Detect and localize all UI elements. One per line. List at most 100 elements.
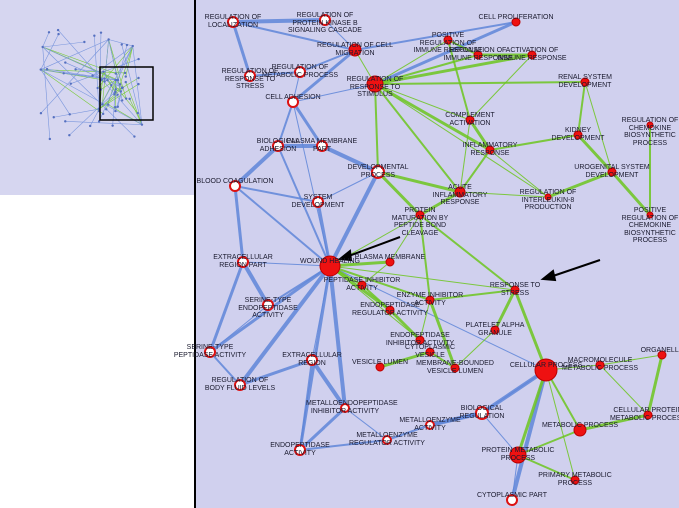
edge: [429, 289, 516, 301]
arrows: [337, 236, 601, 282]
edge: [277, 101, 294, 147]
edge: [429, 351, 456, 369]
blank-area: [0, 195, 195, 508]
edge: [454, 329, 496, 369]
edge: [241, 260, 270, 307]
mini-node: [64, 61, 67, 64]
edge: [292, 48, 356, 104]
mini-node: [113, 93, 116, 96]
mini-edge: [114, 44, 128, 92]
mini-node: [64, 120, 67, 123]
edge: [374, 53, 533, 86]
mini-node: [48, 137, 52, 141]
edge: [321, 144, 379, 174]
node-label: BIOLOGICAL REGULATION: [459, 405, 505, 420]
mini-node: [124, 80, 127, 84]
node-label: CYTOPLASMIC VESICLE: [404, 344, 456, 359]
node: [506, 494, 518, 506]
node: [465, 115, 475, 125]
edge: [376, 170, 422, 217]
edge: [386, 424, 431, 441]
edge: [292, 83, 376, 103]
mini-node: [116, 105, 119, 108]
edge: [388, 308, 422, 342]
mini-edge: [70, 71, 104, 84]
mini-edge: [121, 44, 143, 125]
mini-node: [96, 86, 99, 90]
mini-node: [83, 40, 86, 44]
node: [415, 335, 425, 345]
mini-node: [111, 124, 114, 127]
mini-node: [39, 111, 43, 115]
node-label: MEMBRANE-BOUNDED VESICLE LUMEN: [416, 360, 494, 375]
mini-edge: [132, 45, 143, 125]
mini-edge: [98, 45, 134, 122]
node: [657, 350, 667, 360]
node-label: REGULATION OF METABOLIC PROCESS: [261, 64, 339, 79]
mini-node: [128, 97, 131, 101]
mini-node: [124, 97, 128, 100]
edge: [328, 171, 380, 267]
node: [450, 363, 460, 373]
edge: [374, 39, 449, 85]
node: [595, 360, 605, 370]
node: [244, 70, 256, 82]
node-label: REGULATION OF RESPONSE TO STRESS: [221, 68, 279, 90]
edge: [429, 411, 483, 427]
mini-edge: [117, 87, 123, 107]
edge: [579, 413, 649, 432]
node-label: RENAL SYSTEM DEVELOPMENT: [558, 74, 612, 89]
edge: [419, 190, 461, 217]
arrow-head: [540, 269, 557, 282]
edge: [489, 134, 579, 151]
mini-node: [101, 103, 104, 106]
node: [443, 35, 453, 45]
mini-node: [107, 38, 110, 41]
node-label: REGULATION OF LOCALIZATION: [204, 14, 262, 29]
mini-node: [123, 71, 127, 75]
node: [509, 446, 527, 464]
mini-node: [101, 112, 105, 116]
node: [510, 285, 520, 295]
mini-edge: [40, 69, 70, 115]
edge: [459, 119, 471, 193]
edge: [576, 133, 614, 174]
mini-node: [74, 68, 77, 71]
node-label: ACTIVATION OF IMMUNE RESPONSE: [497, 47, 567, 62]
edge: [374, 82, 491, 152]
mini-edge: [40, 69, 105, 79]
node: [306, 354, 318, 366]
node-label: METABOLIC PROCESS: [541, 422, 619, 429]
mini-node: [133, 135, 136, 138]
node: [312, 196, 324, 208]
mini-node: [124, 75, 127, 78]
edge: [547, 170, 613, 199]
mini-edge: [42, 46, 116, 81]
node-label: CYTOPLASMIC PART: [476, 492, 548, 499]
mini-node: [114, 72, 117, 75]
edge: [374, 20, 517, 86]
node: [534, 358, 558, 382]
node-label: PEPTIDASE INHIBITOR ACTIVITY: [323, 277, 401, 292]
node: [319, 255, 341, 277]
mini-node: [140, 123, 144, 126]
edge: [324, 19, 356, 51]
node: [348, 43, 362, 57]
node-label: WOUND HEALING: [300, 258, 360, 265]
mini-node: [39, 68, 42, 71]
edge: [232, 21, 356, 51]
edge: [234, 185, 319, 203]
edge: [374, 83, 379, 173]
edge: [208, 261, 245, 353]
mini-edge: [103, 58, 139, 73]
node-label: METALLOENZYME REGULATOR ACTIVITY: [349, 432, 425, 447]
edge: [599, 354, 663, 366]
node: [385, 257, 395, 267]
mini-node: [115, 78, 118, 82]
mini-node: [114, 106, 117, 109]
mini-edge: [108, 39, 133, 47]
node-label: METALLOENZYME ACTIVITY: [399, 417, 461, 432]
node: [425, 347, 435, 357]
mini-edge: [42, 46, 51, 139]
